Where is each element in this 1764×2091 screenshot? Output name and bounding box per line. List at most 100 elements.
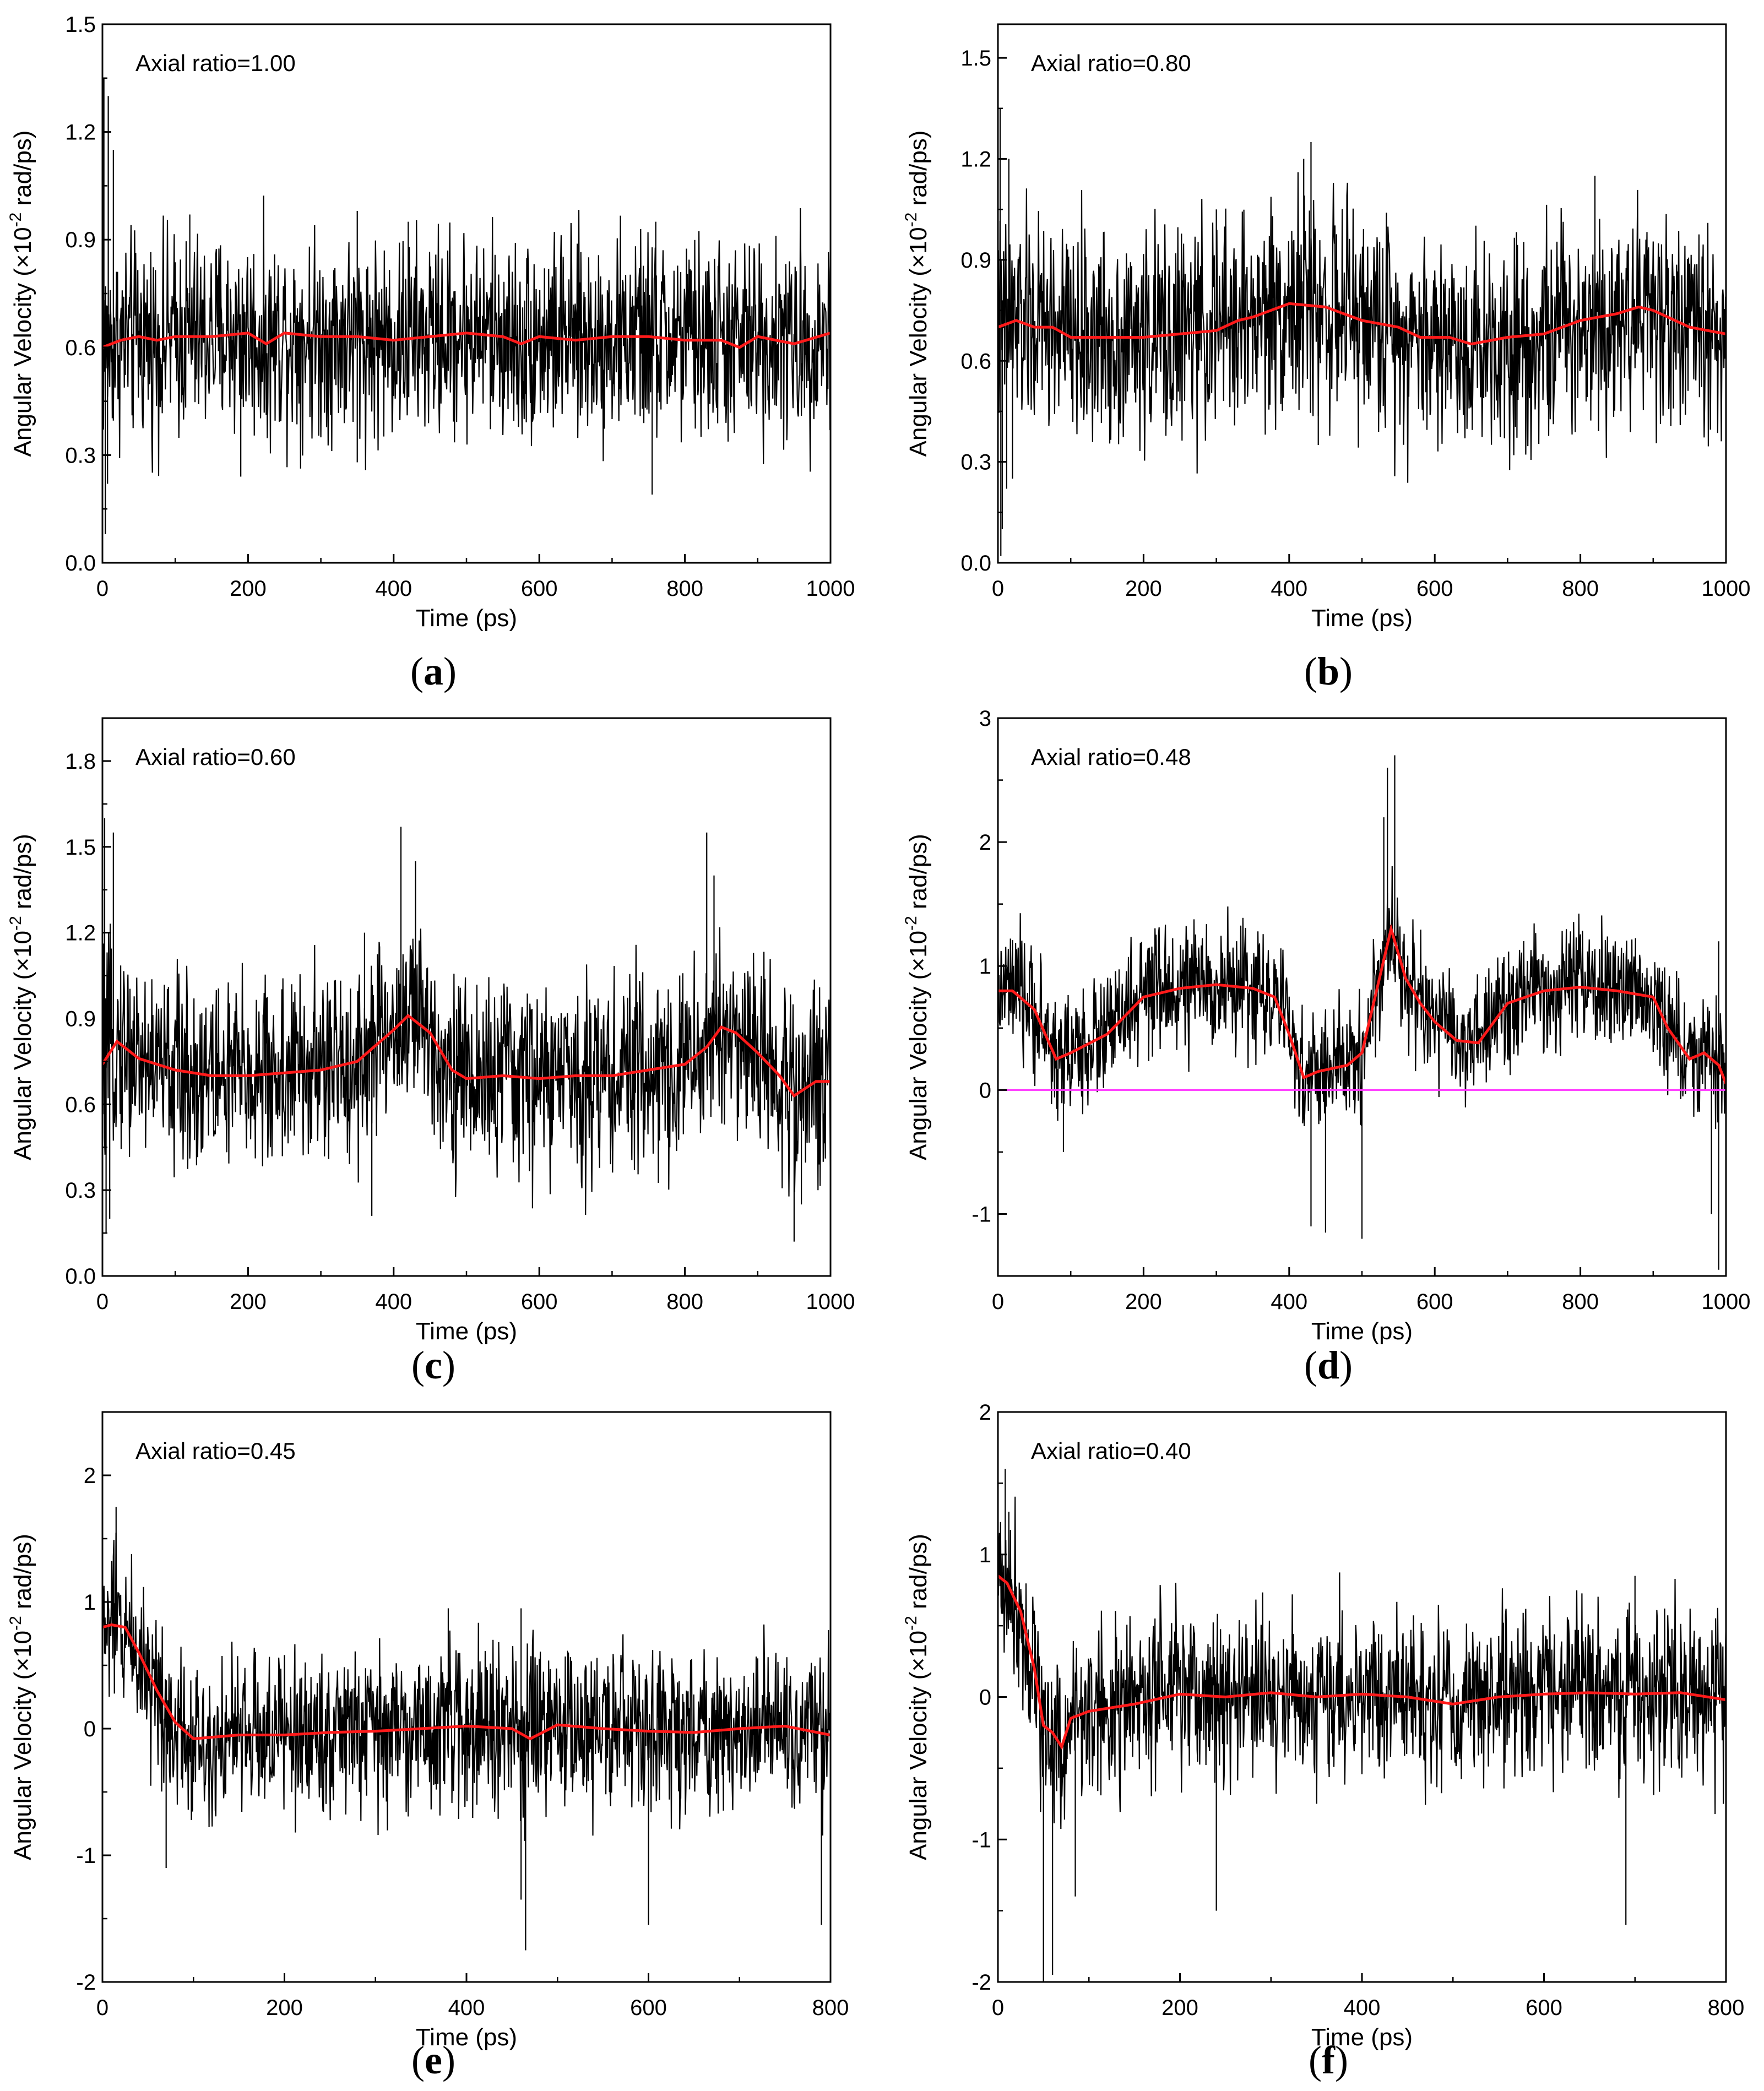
y-tick-label: 1.5 [65, 13, 96, 37]
smoothed-angular-velocity-line [102, 332, 831, 349]
x-tick-label: 200 [230, 1290, 267, 1314]
plot-area [102, 78, 831, 534]
y-tick-label: 0.6 [65, 336, 96, 360]
x-tick-label: 1000 [806, 577, 855, 601]
x-tick-label: 0 [96, 1290, 108, 1314]
x-tick-label: 1000 [1702, 577, 1751, 601]
x-tick-label: 400 [375, 577, 412, 601]
y-tick-label: 1.2 [65, 921, 96, 946]
y-tick-label: 0.6 [65, 1093, 96, 1117]
x-tick-label: 0 [96, 577, 108, 601]
y-tick-label: 0.0 [960, 551, 991, 575]
x-tick-label: 600 [521, 577, 558, 601]
y-tick-label: 0.9 [65, 1007, 96, 1031]
axial-ratio-annotation: Axial ratio=1.00 [135, 50, 296, 76]
y-axis-label: Angular Velocity (×10-2 rad/ps) [7, 131, 36, 457]
y-tick-label: 2 [979, 830, 991, 855]
smoothed-angular-velocity-line [998, 302, 1726, 346]
plot-area [998, 755, 1726, 1270]
y-tick-label: 0.3 [65, 443, 96, 468]
x-tick-label: 800 [666, 1290, 703, 1314]
x-tick-label: 0 [96, 1996, 108, 2020]
y-tick-label: -2 [971, 1970, 991, 1995]
smoothed-angular-velocity-line [102, 1623, 831, 1741]
y-tick-label: 2 [84, 1464, 96, 1488]
y-tick-label: 0.3 [65, 1178, 96, 1203]
x-tick-label: 800 [812, 1996, 849, 2020]
y-tick-label: 0 [84, 1717, 96, 1741]
x-tick-label: 600 [1416, 1290, 1453, 1314]
x-tick-label: 800 [1562, 577, 1599, 601]
x-tick-label: 400 [448, 1996, 485, 2020]
panel-caption-f: (f) [1309, 2038, 1348, 2082]
y-tick-label: 1.5 [960, 46, 991, 70]
x-axis-label: Time (ps) [1311, 605, 1413, 632]
x-tick-label: 200 [1125, 1290, 1162, 1314]
y-tick-label: -1 [76, 1844, 96, 1868]
y-tick-label: 0 [979, 1686, 991, 1710]
panel-caption-b: (b) [1304, 649, 1353, 693]
smoothed-angular-velocity-line [998, 923, 1726, 1085]
x-axis-label: Time (ps) [416, 605, 517, 632]
x-tick-label: 0 [992, 577, 1004, 601]
smoothed-angular-velocity-line [102, 1013, 831, 1098]
panel-caption-d: (d) [1304, 1343, 1353, 1387]
raw-angular-velocity-line [102, 924, 831, 1215]
axial-ratio-annotation: Axial ratio=0.48 [1031, 744, 1191, 770]
y-tick-label: 2 [979, 1400, 991, 1425]
y-tick-label: 0.3 [960, 450, 991, 475]
smoothed-angular-velocity-line [998, 1574, 1726, 1750]
chart-panel-c: 0 200 400 600 800 1000 0.0 0.3 0.6 0.9 1.2 1.5 1.8 Ti… [7, 717, 855, 1345]
x-tick-label: 400 [375, 1290, 412, 1314]
y-tick-label: 0.0 [65, 551, 96, 575]
x-tick-label: 1000 [806, 1290, 855, 1314]
chart-panel-d: 0 200 400 600 800 1000 -1 0 1 2 3 Time (ps) Angular … [902, 707, 1750, 1345]
y-tick-label: 1.2 [65, 121, 96, 145]
x-axis-label: Time (ps) [1311, 1318, 1413, 1345]
x-tick-label: 200 [266, 1996, 303, 2020]
x-axis-label: Time (ps) [1311, 2024, 1413, 2051]
raw-angular-velocity-line [102, 1533, 831, 1841]
x-tick-label: 200 [1161, 1996, 1198, 2020]
chart-panel-f: 0 200 400 600 800 -2 -1 0 1 2 Time (ps) Angular Vel… [902, 1400, 1745, 2051]
raw-angular-velocity-line [998, 1496, 1726, 1829]
y-tick-label: 0.9 [960, 248, 991, 273]
y-tick-label: 1.8 [65, 749, 96, 774]
y-axis-label: Angular Velocity (×10-2 rad/ps) [902, 834, 932, 1160]
y-tick-label: 1 [84, 1590, 96, 1615]
plot-area [102, 818, 831, 1242]
y-axis-label: Angular Velocity (×10-2 rad/ps) [902, 1534, 932, 1860]
x-tick-label: 200 [1125, 577, 1162, 601]
plot-area [998, 108, 1726, 556]
axial-ratio-annotation: Axial ratio=0.60 [135, 744, 296, 770]
plot-area [998, 1469, 1726, 1982]
y-tick-label: 0.0 [65, 1264, 96, 1289]
y-tick-label: 0.9 [65, 228, 96, 252]
x-tick-label: 600 [630, 1996, 667, 2020]
x-tick-label: 800 [1708, 1996, 1745, 2020]
panel-caption-e: (e) [411, 2038, 455, 2082]
y-tick-label: 0.6 [960, 349, 991, 373]
x-tick-label: 400 [1271, 1290, 1307, 1314]
x-tick-label: 0 [992, 1996, 1004, 2020]
chart-panel-b: 0 200 400 600 800 1000 0.0 0.3 0.6 0.9 1.2 1.5 Time … [902, 23, 1751, 632]
chart-panel-a: 0 200 400 600 800 1000 0.0 0.3 0.6 0.9 1.2 1.5 Time … [7, 13, 855, 632]
x-tick-label: 0 [992, 1290, 1004, 1314]
axial-ratio-annotation: Axial ratio=0.45 [135, 1438, 296, 1464]
chart-panel-e: 0 200 400 600 800 -2 -1 0 1 2 Time (ps) Angular Vel… [7, 1411, 849, 2051]
x-tick-label: 600 [1526, 1996, 1562, 2020]
panel-caption-a: (a) [410, 649, 457, 693]
y-tick-label: 1.5 [65, 835, 96, 860]
raw-angular-velocity-line [102, 195, 831, 476]
x-tick-label: 600 [1416, 577, 1453, 601]
y-tick-label: 1.2 [960, 148, 991, 172]
x-tick-label: 600 [521, 1290, 558, 1314]
y-tick-label: 1 [979, 954, 991, 979]
x-axis-label: Time (ps) [416, 2024, 517, 2051]
axial-ratio-annotation: Axial ratio=0.80 [1031, 50, 1191, 76]
x-tick-label: 800 [1562, 1290, 1599, 1314]
plot-frame [101, 717, 832, 1277]
y-axis-label: Angular Velocity (×10-2 rad/ps) [902, 131, 932, 457]
raw-angular-velocity-line [998, 172, 1726, 483]
